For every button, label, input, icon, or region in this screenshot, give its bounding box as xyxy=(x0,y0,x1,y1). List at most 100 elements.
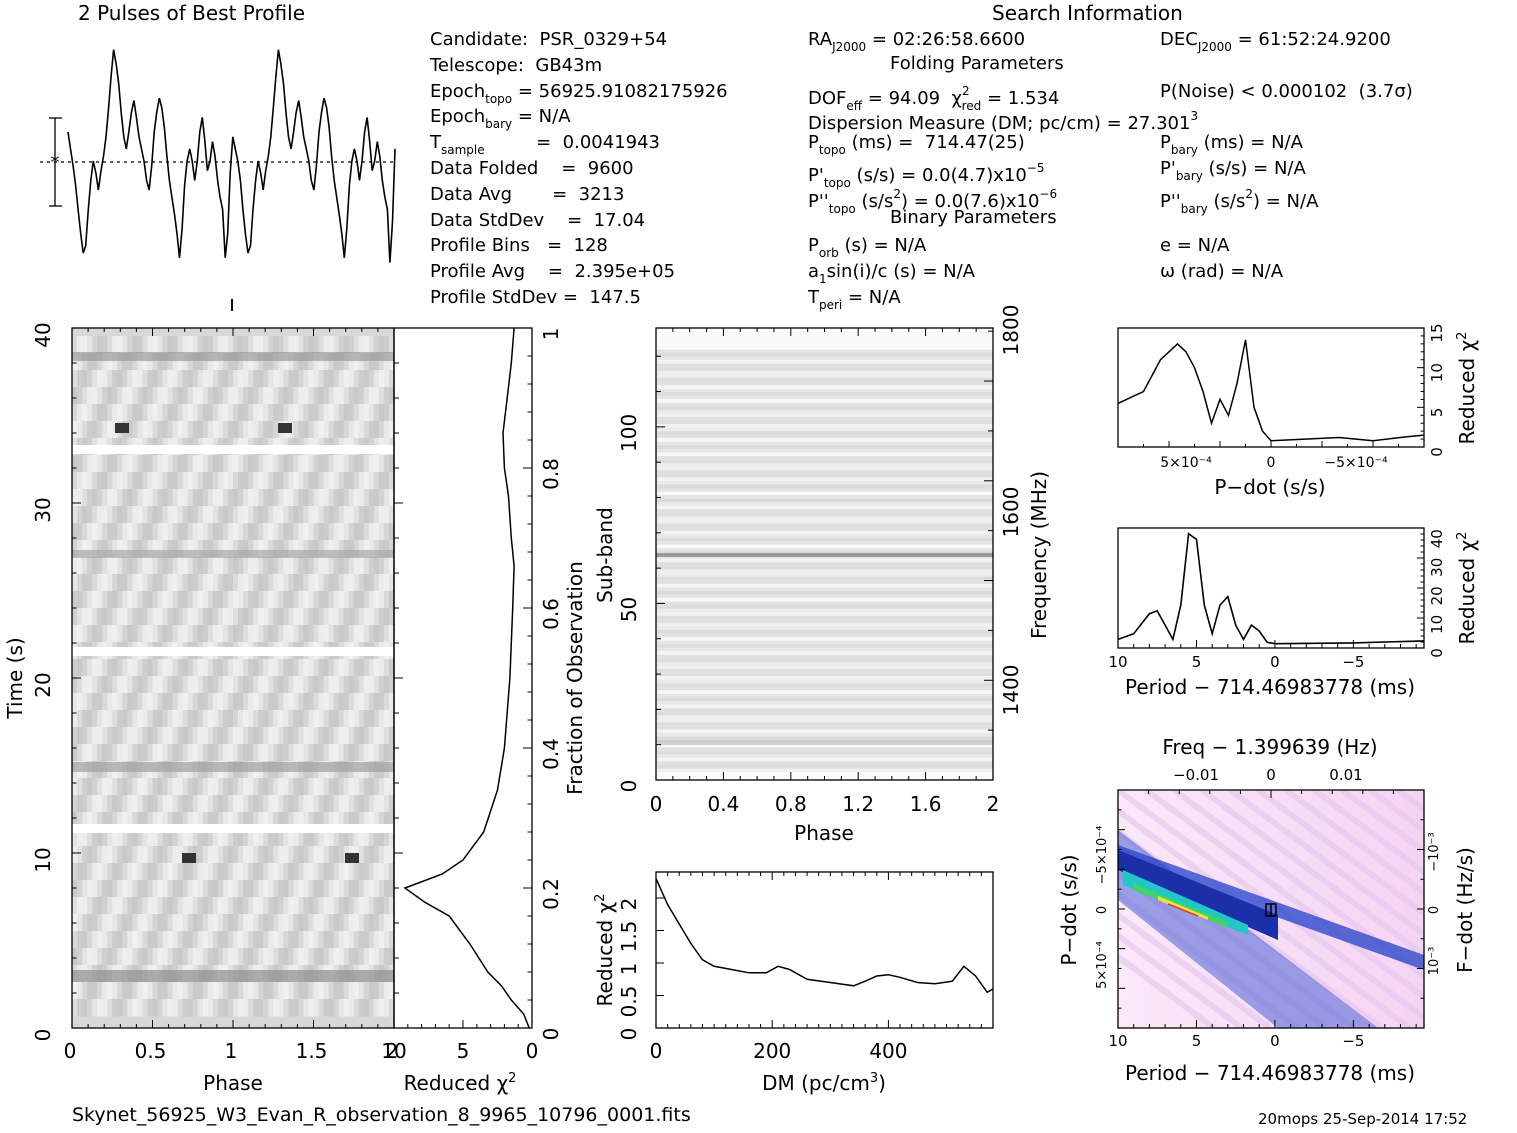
heatmap-cell xyxy=(177,931,184,949)
heatmap-cell xyxy=(227,744,234,762)
heatmap-cell xyxy=(82,676,88,694)
heatmap-cell xyxy=(122,846,128,864)
heatmap-cell xyxy=(82,778,88,796)
heatmap-cell xyxy=(268,472,274,490)
heatmap-cell xyxy=(162,370,169,388)
y-tick-label: 5 xyxy=(1428,408,1446,418)
heatmap-cell xyxy=(127,557,133,575)
heatmap-cell xyxy=(233,625,239,643)
heatmap-cell xyxy=(77,608,83,626)
heatmap-cell xyxy=(298,625,304,643)
heatmap-cell xyxy=(137,863,143,881)
heatmap-cell xyxy=(107,812,113,830)
heatmap-cell xyxy=(303,404,309,422)
heatmap-cell xyxy=(77,795,83,813)
heatmap-cell xyxy=(253,880,259,898)
heatmap-cell xyxy=(378,574,385,592)
heatmap-cell xyxy=(117,982,123,1000)
plot-frame xyxy=(1117,527,1425,649)
heatmap-cell xyxy=(258,591,264,609)
heatmap-cell xyxy=(273,863,279,881)
heatmap-cell xyxy=(137,625,143,643)
heatmap-cell xyxy=(77,710,83,728)
heatmap-cell xyxy=(182,404,189,422)
heatmap-cell xyxy=(348,421,355,439)
heatmap-cell xyxy=(313,727,320,745)
heatmap-cell xyxy=(92,591,98,609)
heatmap-cell xyxy=(378,863,385,881)
heatmap-cell xyxy=(323,693,330,711)
heatmap-cell xyxy=(112,931,118,949)
heatmap-cell xyxy=(217,625,224,643)
heatmap-cell xyxy=(192,591,199,609)
heatmap-cell xyxy=(192,914,199,932)
heatmap-cell xyxy=(293,931,299,949)
y-tick-label: 0 xyxy=(31,1029,55,1042)
heatmap-row xyxy=(656,601,993,606)
heatmap-cell xyxy=(157,574,164,592)
heatmap-cell xyxy=(227,608,234,626)
heatmap-cell xyxy=(368,659,375,677)
heatmap-cell xyxy=(157,608,164,626)
heatmap-cell xyxy=(268,795,274,813)
heatmap-cell xyxy=(288,625,294,643)
heatmap-cell xyxy=(388,472,395,490)
heatmap-cell xyxy=(107,846,113,864)
heatmap-cell xyxy=(147,387,153,405)
heatmap-cell xyxy=(323,948,330,966)
heatmap-row xyxy=(656,686,993,691)
heatmap-cell xyxy=(172,880,179,898)
heatmap-cell xyxy=(157,982,164,1000)
heatmap-cell xyxy=(157,370,164,388)
heatmap-cell xyxy=(132,591,138,609)
heatmap-cell xyxy=(157,948,164,966)
heatmap-cell xyxy=(328,676,335,694)
heatmap-cell xyxy=(167,710,174,728)
heatmap-cell xyxy=(202,982,209,1000)
heatmap-cell xyxy=(207,812,214,830)
heatmap-cell xyxy=(368,778,375,796)
heatmap-cell xyxy=(353,744,360,762)
heatmap-cell xyxy=(202,829,209,847)
heatmap-cell xyxy=(107,370,113,388)
heatmap-cell xyxy=(202,455,209,473)
heatmap-cell xyxy=(343,387,350,405)
heatmap-cell xyxy=(363,778,370,796)
heatmap-cell xyxy=(388,744,395,762)
heatmap-cell xyxy=(182,897,189,915)
heatmap-cell xyxy=(243,574,249,592)
info-superscript: 3 xyxy=(1190,109,1199,124)
heatmap-cell xyxy=(82,744,88,762)
heatmap-cell xyxy=(338,795,345,813)
heatmap-cell xyxy=(182,421,189,439)
heatmap-cell xyxy=(308,591,314,609)
heatmap-cell xyxy=(328,727,335,745)
heatmap-cell xyxy=(77,778,83,796)
heatmap-cell xyxy=(333,999,340,1017)
heatmap-row xyxy=(656,725,993,730)
heatmap-cell xyxy=(212,336,219,354)
heatmap-cell xyxy=(132,387,138,405)
heatmap-cell xyxy=(268,931,274,949)
heatmap-cell xyxy=(122,914,128,932)
heatmap-cell xyxy=(288,982,294,1000)
info-text: Epoch xyxy=(430,80,486,102)
heatmap-cell xyxy=(212,948,219,966)
heatmap-cell xyxy=(318,880,325,898)
heatmap-cell xyxy=(258,574,264,592)
heatmap-cell xyxy=(107,353,113,371)
y2-axis-label: Frequency (MHz) xyxy=(1027,471,1051,639)
y-tick-label: 100 xyxy=(617,414,641,452)
heatmap-cell xyxy=(253,812,259,830)
x2-tick-label: 0.01 xyxy=(1329,766,1362,784)
heatmap-cell xyxy=(293,863,299,881)
heatmap-cell xyxy=(157,727,164,745)
heatmap-cell xyxy=(87,982,93,1000)
heatmap-cell xyxy=(353,557,360,575)
heatmap-cell xyxy=(172,676,179,694)
heatmap-cell xyxy=(308,659,314,677)
heatmap-cell xyxy=(238,863,244,881)
info-row: e = N/A xyxy=(1160,233,1413,259)
heatmap-cell xyxy=(288,659,294,677)
heatmap-row xyxy=(656,548,993,552)
